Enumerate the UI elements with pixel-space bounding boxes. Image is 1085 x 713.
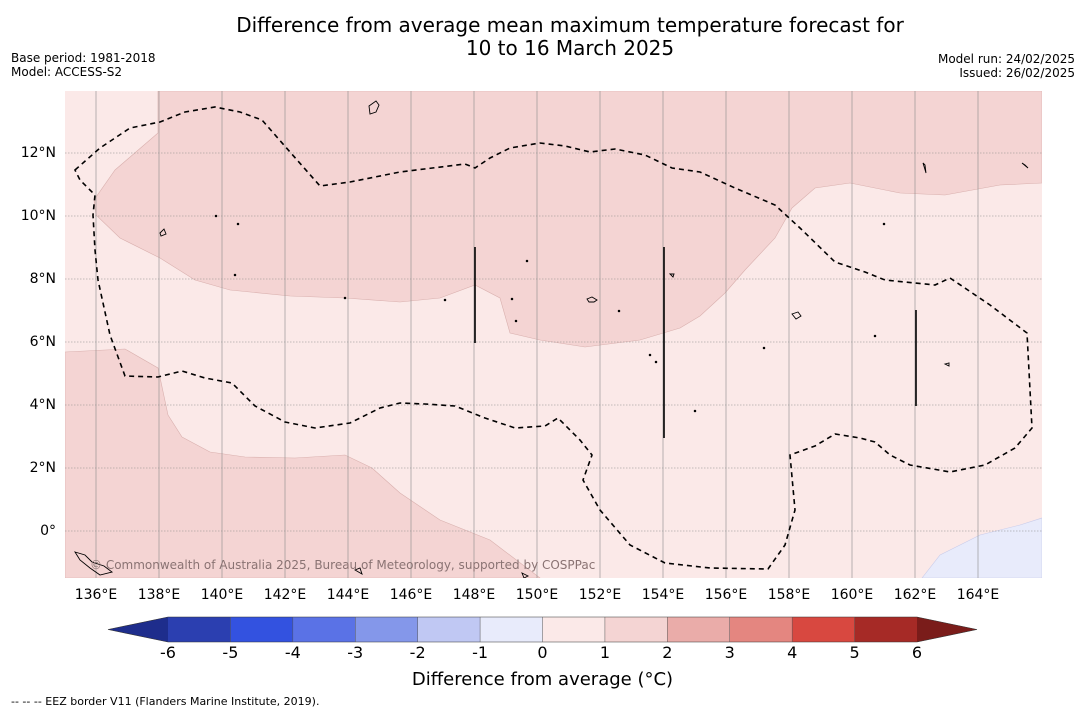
lon-label: 142°E: [263, 587, 307, 603]
parallel-lines: [65, 152, 1042, 532]
lon-label: 160°E: [830, 587, 874, 603]
lon-label: 138°E: [137, 587, 181, 603]
colorbar-tick-label: -1: [472, 643, 489, 662]
map-title: Difference from average mean maximum tem…: [0, 14, 1085, 60]
colorbar-swatch: [729, 617, 793, 642]
base-period: Base period: 1981-2018: [11, 51, 156, 65]
colorbar-tick-label: 5: [849, 643, 860, 662]
colorbar-tick-label: -4: [284, 643, 301, 662]
lon-label: 144°E: [326, 587, 370, 603]
title-line-2: 10 to 16 March 2025: [465, 36, 675, 60]
islands: [73, 100, 1029, 578]
colorbar-tick-label: 1: [599, 643, 610, 662]
eez-border: [74, 106, 1033, 570]
colorbar-tick-label: 6: [911, 643, 923, 662]
colorbar-swatch: [604, 617, 668, 642]
colorbar-swatch: [542, 617, 606, 642]
graticule: [65, 91, 1042, 578]
lat-label: 2°N: [29, 460, 56, 476]
footnote: -- -- -- EEZ border V11 (Flanders Marine…: [11, 695, 320, 708]
lon-label: 148°E: [452, 587, 496, 603]
map-area: [65, 91, 1042, 578]
colorbar-tick-label: -2: [409, 643, 426, 662]
meta-right: Model run: 24/02/2025 Issued: 26/02/2025: [938, 52, 1075, 80]
issued-date: Issued: 26/02/2025: [959, 66, 1075, 80]
colorbar-swatch: [355, 617, 419, 642]
meta-left: Base period: 1981-2018 Model: ACCESS-S2: [11, 51, 156, 79]
colorbar-swatch: [667, 617, 731, 642]
colorbar-swatch: [854, 617, 918, 642]
lat-label: 0°: [40, 523, 56, 539]
lon-label: 152°E: [578, 587, 622, 603]
colorbar-swatch: [480, 617, 543, 642]
lon-label: 156°E: [704, 587, 748, 603]
lat-label: 8°N: [29, 271, 56, 287]
colorbar-swatch: [792, 617, 856, 642]
colorbar-tick-label: -3: [347, 643, 364, 662]
copyright-notice: © Commonwealth of Australia 2025, Bureau…: [90, 558, 596, 572]
cool-anomaly-region: [921, 517, 1042, 578]
lat-label: 10°N: [20, 208, 56, 224]
lon-label: 162°E: [893, 587, 937, 603]
colorbar-tick-label: -6: [160, 643, 176, 662]
colorbar-extend-high: [917, 617, 977, 642]
meridian-lines: [95, 91, 979, 578]
lon-label: 154°E: [641, 587, 685, 603]
lon-label: 146°E: [389, 587, 433, 603]
colorbar-swatch: [292, 617, 356, 642]
colorbar-tick-label: 2: [662, 643, 673, 662]
colorbar-label: Difference from average (°C): [411, 669, 674, 690]
colorbar-tick-label: -5: [222, 643, 239, 662]
model-name: Model: ACCESS-S2: [11, 65, 123, 79]
lon-label: 150°E: [515, 587, 559, 603]
colorbar-tick-label: 0: [537, 643, 548, 662]
colorbar-swatch: [168, 617, 231, 642]
colorbar-tick-label: 3: [724, 643, 735, 662]
colorbar-swatch: [230, 617, 294, 642]
lat-label: 6°N: [29, 334, 56, 350]
eez-dividers: [474, 247, 917, 438]
lon-label: 136°E: [74, 587, 118, 603]
lon-label: 140°E: [200, 587, 244, 603]
lat-label: 4°N: [29, 397, 56, 413]
medium-anomaly-region-north: [93, 91, 1042, 348]
colorbar-swatch: [417, 617, 481, 642]
lon-label: 164°E: [956, 587, 1000, 603]
model-run: Model run: 24/02/2025: [937, 52, 1075, 66]
colorbar-tick-label: 4: [787, 643, 798, 662]
medium-anomaly-region-southwest: [65, 348, 541, 578]
colorbar: [107, 616, 978, 643]
lon-label: 158°E: [767, 587, 811, 603]
colorbar-outline: [107, 616, 978, 643]
colorbar-extend-low: [108, 617, 168, 642]
title-line-1: Difference from average mean maximum tem…: [236, 13, 904, 37]
lat-label: 12°N: [20, 145, 56, 161]
